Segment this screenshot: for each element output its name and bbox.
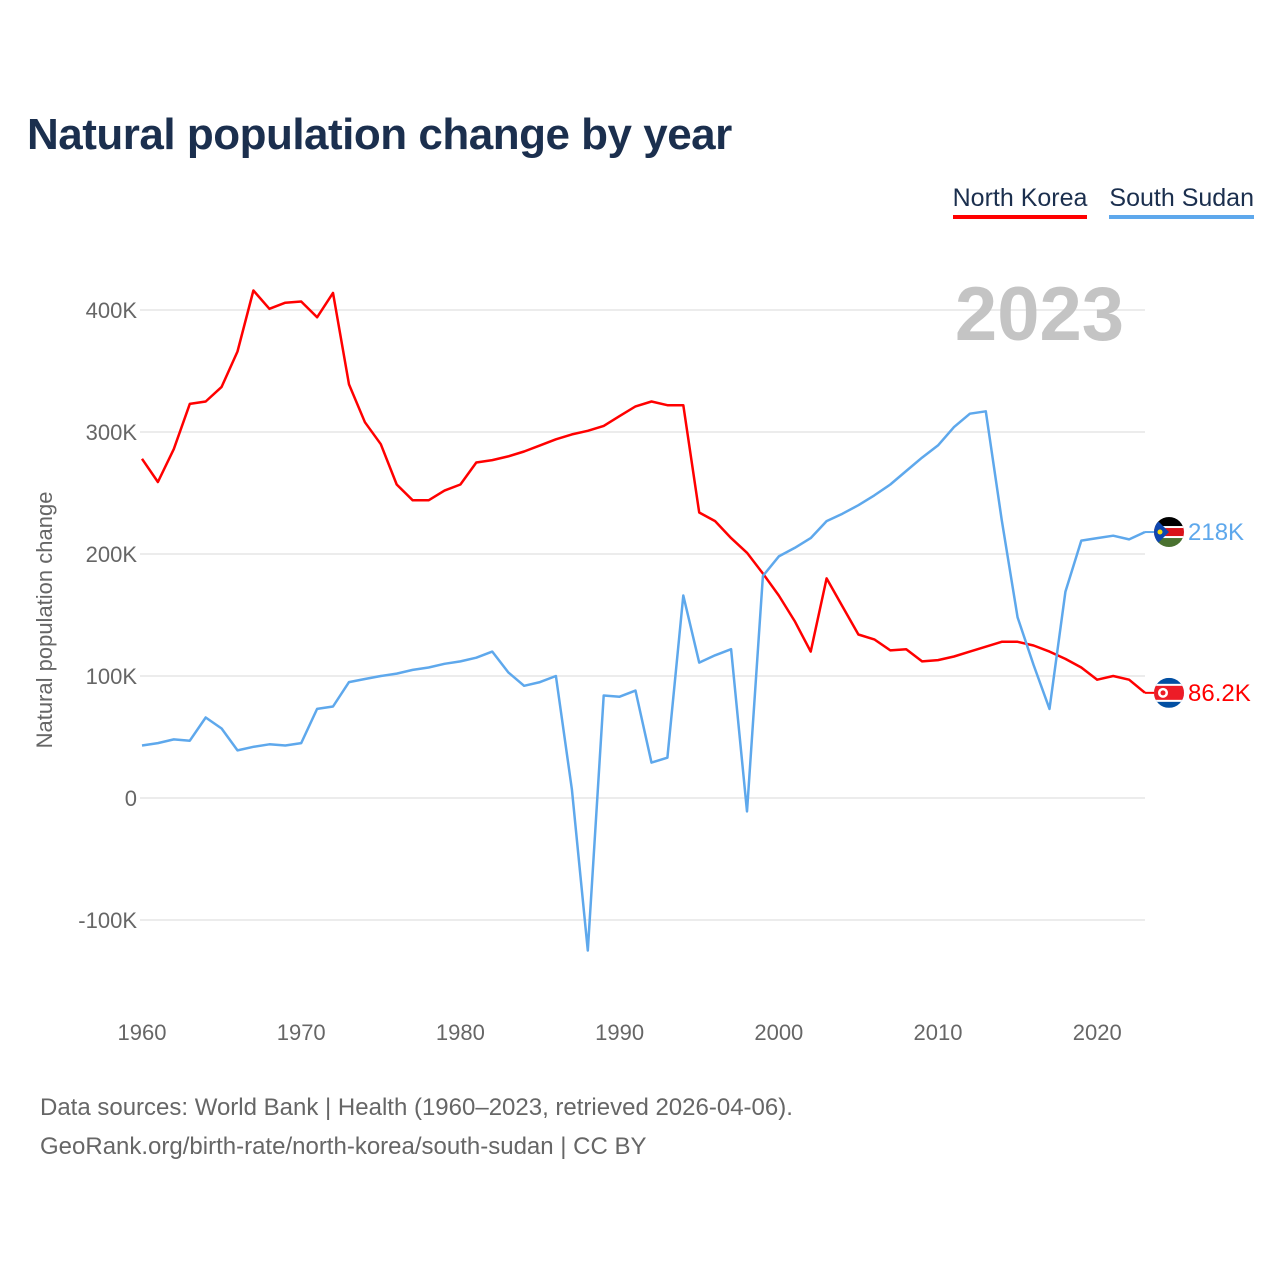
legend-item-south-sudan[interactable]: South Sudan <box>1109 184 1254 219</box>
page-title: Natural population change by year <box>27 110 732 159</box>
series-line-north-korea <box>140 289 1146 694</box>
y-tick-label: 300K <box>86 420 138 445</box>
end-value-label: 86.2K <box>1188 680 1251 707</box>
x-tick-label: 2000 <box>754 1020 803 1045</box>
y-tick-label: 400K <box>86 298 138 323</box>
legend: North Korea South Sudan <box>952 184 1254 219</box>
south-sudan-flag-icon <box>1154 517 1184 548</box>
series-line-south-sudan <box>141 410 1146 952</box>
x-tick-label: 1960 <box>118 1020 167 1045</box>
legend-item-north-korea[interactable]: North Korea <box>952 184 1088 219</box>
y-tick-label: 100K <box>86 664 138 689</box>
y-tick-label: 200K <box>86 542 138 567</box>
footer: Data sources: World Bank | Health (1960–… <box>40 1088 793 1166</box>
north-korea-flag-icon <box>1154 677 1184 708</box>
y-tick-label: -100K <box>78 908 137 933</box>
x-tick-label: 1990 <box>595 1020 644 1045</box>
x-tick-label: 2020 <box>1073 1020 1122 1045</box>
x-tick-label: 2010 <box>914 1020 963 1045</box>
year-watermark: 2023 <box>955 272 1124 357</box>
y-tick-label: 0 <box>125 786 137 811</box>
data-source-text: Data sources: World Bank | Health (1960–… <box>40 1094 793 1121</box>
x-tick-label: 1970 <box>277 1020 326 1045</box>
source-url-text: GeoRank.org/birth-rate/north-korea/south… <box>40 1133 647 1160</box>
x-tick-label: 1980 <box>436 1020 485 1045</box>
y-axis-label: Natural population change <box>32 492 57 749</box>
end-value-label: 218K <box>1188 519 1244 546</box>
